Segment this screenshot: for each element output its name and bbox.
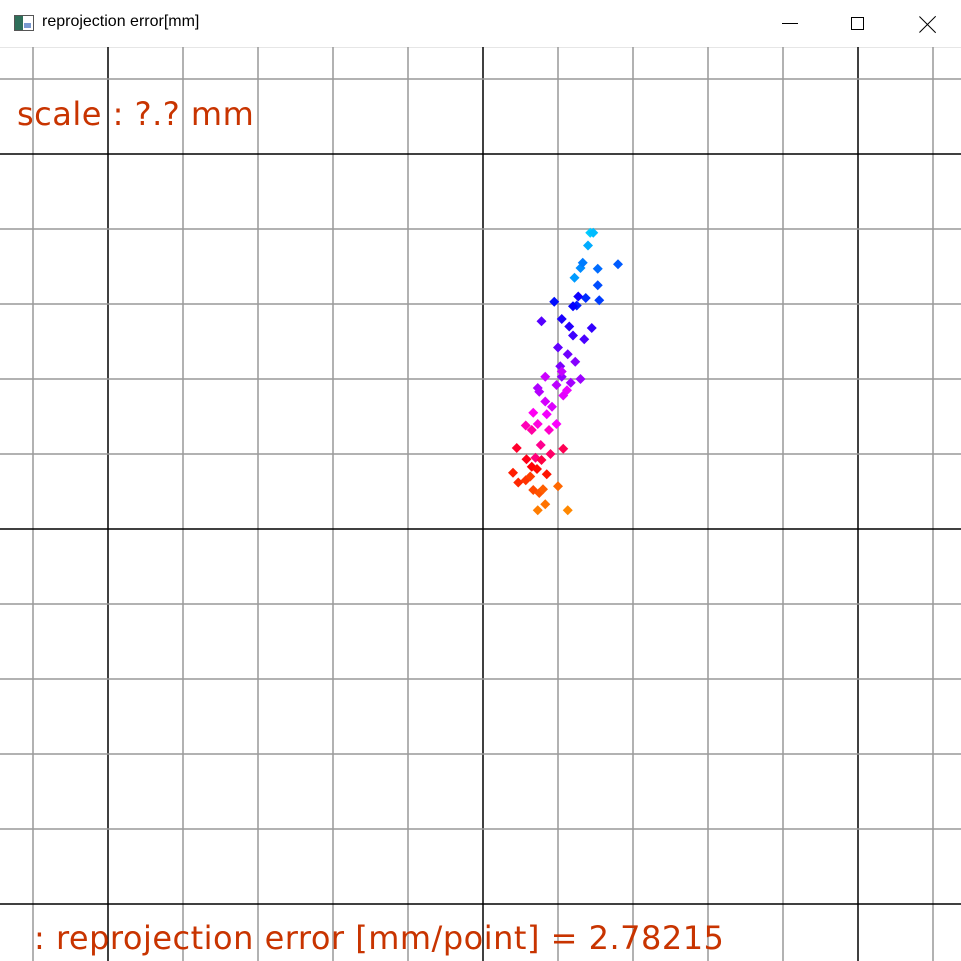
close-icon [919,15,937,33]
error-point [568,301,578,312]
error-point [613,259,623,270]
error-point [551,380,562,390]
minimize-icon [782,23,798,24]
maximize-button[interactable] [822,0,892,47]
error-point [562,349,573,360]
error-point [547,401,557,412]
error-point [558,443,569,454]
error-point [525,471,536,482]
error-point [545,449,556,459]
reprojection-error-plot [0,47,961,961]
error-point [553,481,563,492]
error-point [544,425,554,435]
error-point [536,316,547,327]
error-point [564,321,575,332]
error-point [535,440,546,450]
error-point [556,366,567,377]
error-point [573,291,584,302]
error-point [534,386,545,397]
error-point [513,477,524,488]
error-point [553,342,563,353]
error-point [577,257,588,268]
title-bar[interactable]: reprojection error[mm] [0,0,961,48]
error-point [562,385,572,396]
error-point [562,505,573,516]
error-point [556,371,567,382]
error-point [521,454,532,465]
reprojection-error-label: : reprojection error [mm/point] = 2.7821… [34,919,725,957]
error-point [536,455,547,465]
error-point [549,296,560,307]
error-point [532,464,542,474]
error-point [569,272,580,283]
error-point [568,330,578,341]
scale-label: scale : ?.? mm [17,95,255,133]
error-point [556,314,567,324]
error-point [520,420,531,431]
minimize-button[interactable] [755,0,825,47]
error-point [594,295,605,306]
error-plot-canvas: scale : ?.? mm : reprojection error [mm/… [0,47,961,961]
error-point [541,409,552,420]
error-point [588,227,599,238]
error-point [541,469,552,480]
close-button[interactable] [893,0,961,47]
window-title: reprojection error[mm] [42,13,200,30]
error-point [532,419,543,429]
error-point [592,280,603,291]
error-point [526,425,537,435]
error-point [565,377,576,388]
error-point [511,443,522,453]
error-point [528,407,539,418]
error-point [592,263,603,274]
error-point [570,356,581,367]
error-point [551,419,562,429]
error-point [575,374,586,384]
error-point [532,505,543,516]
error-point [586,323,597,333]
error-point [579,334,590,345]
maximize-icon [850,17,864,30]
error-point [583,240,593,251]
app-window-icon [14,15,34,31]
error-point [540,396,551,407]
error-point [508,467,518,478]
error-point [538,484,548,495]
error-point [580,293,591,303]
error-point [540,371,551,382]
error-point [540,499,551,510]
